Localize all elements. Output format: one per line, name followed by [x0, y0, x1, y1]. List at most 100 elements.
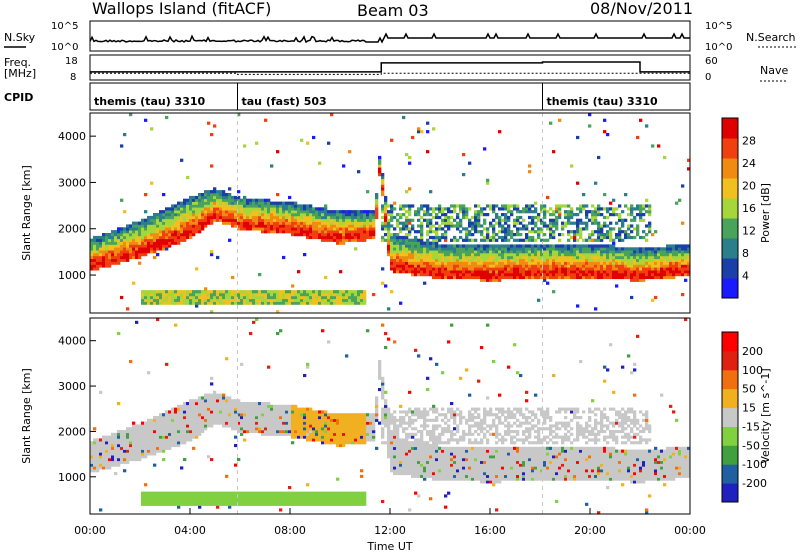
heatmap-cell: [162, 302, 165, 305]
heatmap-cell: [201, 290, 204, 293]
heatmap-cell: [210, 253, 213, 256]
heatmap-cell: [657, 276, 660, 279]
heatmap-cell: [528, 230, 531, 233]
heatmap-cell: [198, 500, 201, 503]
heatmap-cell: [594, 259, 597, 262]
heatmap-cell: [159, 450, 162, 453]
heatmap-cell: [294, 293, 297, 296]
heatmap-cell: [108, 461, 111, 464]
heatmap-cell: [141, 299, 144, 302]
heatmap-cell: [171, 436, 174, 439]
heatmap-cell: [309, 222, 312, 225]
heatmap-cell: [171, 219, 174, 222]
heatmap-cell: [618, 219, 621, 222]
heatmap-cell: [93, 256, 96, 259]
heatmap-cell: [162, 419, 165, 422]
heatmap-cell: [627, 250, 630, 253]
heatmap-cell: [126, 458, 129, 461]
heatmap-cell: [417, 253, 420, 256]
heatmap-cell: [324, 500, 327, 503]
heatmap-cell: [312, 410, 315, 413]
heatmap-cell: [651, 256, 654, 259]
heatmap-cell: [270, 227, 273, 230]
heatmap-cell: [630, 219, 633, 222]
heatmap-cell: [375, 210, 378, 213]
heatmap-cell: [234, 399, 237, 402]
heatmap-cell: [156, 427, 159, 430]
heatmap-cell: [546, 264, 549, 267]
heatmap-cell: [441, 236, 444, 239]
heatmap-cell: [537, 253, 540, 256]
heatmap-cell: [219, 296, 222, 299]
heatmap-cell: [411, 253, 414, 256]
heatmap-cell: [123, 210, 126, 213]
heatmap-cell: [579, 207, 582, 210]
heatmap-cell: [174, 444, 177, 447]
heatmap-cell: [438, 224, 441, 227]
heatmap-cell: [606, 276, 609, 279]
heatmap-cell: [282, 503, 285, 506]
heatmap-cell: [189, 399, 192, 402]
heatmap-cell: [357, 170, 360, 173]
heatmap-cell: [195, 299, 198, 302]
heatmap-cell: [486, 259, 489, 262]
heatmap-cell: [585, 210, 588, 213]
heatmap-cell: [522, 259, 525, 262]
heatmap-cell: [486, 230, 489, 233]
heatmap-cell: [282, 492, 285, 495]
heatmap-cell: [594, 270, 597, 273]
heatmap-cell: [324, 433, 327, 436]
heatmap-cell: [300, 224, 303, 227]
heatmap-cell: [468, 253, 471, 256]
heatmap-cell: [273, 210, 276, 213]
heatmap-cell: [147, 224, 150, 227]
heatmap-cell: [303, 210, 306, 213]
heatmap-cell: [507, 259, 510, 262]
heatmap-cell: [672, 270, 675, 273]
heatmap-cell: [645, 270, 648, 273]
heatmap-cell: [420, 216, 423, 219]
heatmap-cell: [450, 256, 453, 259]
heatmap-cell: [309, 492, 312, 495]
heatmap-cell: [624, 250, 627, 253]
heatmap-cell: [339, 239, 342, 242]
heatmap-cell: [435, 213, 438, 216]
heatmap-cell: [216, 399, 219, 402]
heatmap-cell: [657, 273, 660, 276]
heatmap-cell: [336, 239, 339, 242]
heatmap-cell: [459, 204, 462, 207]
heatmap-cell: [102, 242, 105, 245]
heatmap-cell: [594, 244, 597, 247]
heatmap-cell: [162, 230, 165, 233]
heatmap-cell: [570, 253, 573, 256]
heatmap-cell: [93, 264, 96, 267]
heatmap-cell: [204, 422, 207, 425]
heatmap-cell: [255, 207, 258, 210]
heatmap-cell: [216, 494, 219, 497]
heatmap-cell: [204, 290, 207, 293]
heatmap-cell: [399, 262, 402, 265]
heatmap-cell: [516, 270, 519, 273]
heatmap-cell: [477, 204, 480, 207]
heatmap-cell: [204, 207, 207, 210]
heatmap-cell: [639, 259, 642, 262]
heatmap-cell: [537, 250, 540, 253]
heatmap-cell: [99, 247, 102, 250]
heatmap-cell: [306, 207, 309, 210]
heatmap-cell: [171, 224, 174, 227]
heatmap-cell: [597, 236, 600, 239]
heatmap-cell: [252, 492, 255, 495]
heatmap-cell: [126, 227, 129, 230]
heatmap-cell: [498, 236, 501, 239]
heatmap-cell: [333, 302, 336, 305]
heatmap-cell: [252, 497, 255, 500]
heatmap-cell: [144, 230, 147, 233]
heatmap-cell: [234, 408, 237, 411]
heatmap-cell: [255, 494, 258, 497]
heatmap-cell: [252, 216, 255, 219]
heatmap-cell: [600, 227, 603, 230]
heatmap-cell: [336, 503, 339, 506]
heatmap-cell: [501, 239, 504, 242]
heatmap-cell: [201, 427, 204, 430]
heatmap-cell: [486, 279, 489, 282]
